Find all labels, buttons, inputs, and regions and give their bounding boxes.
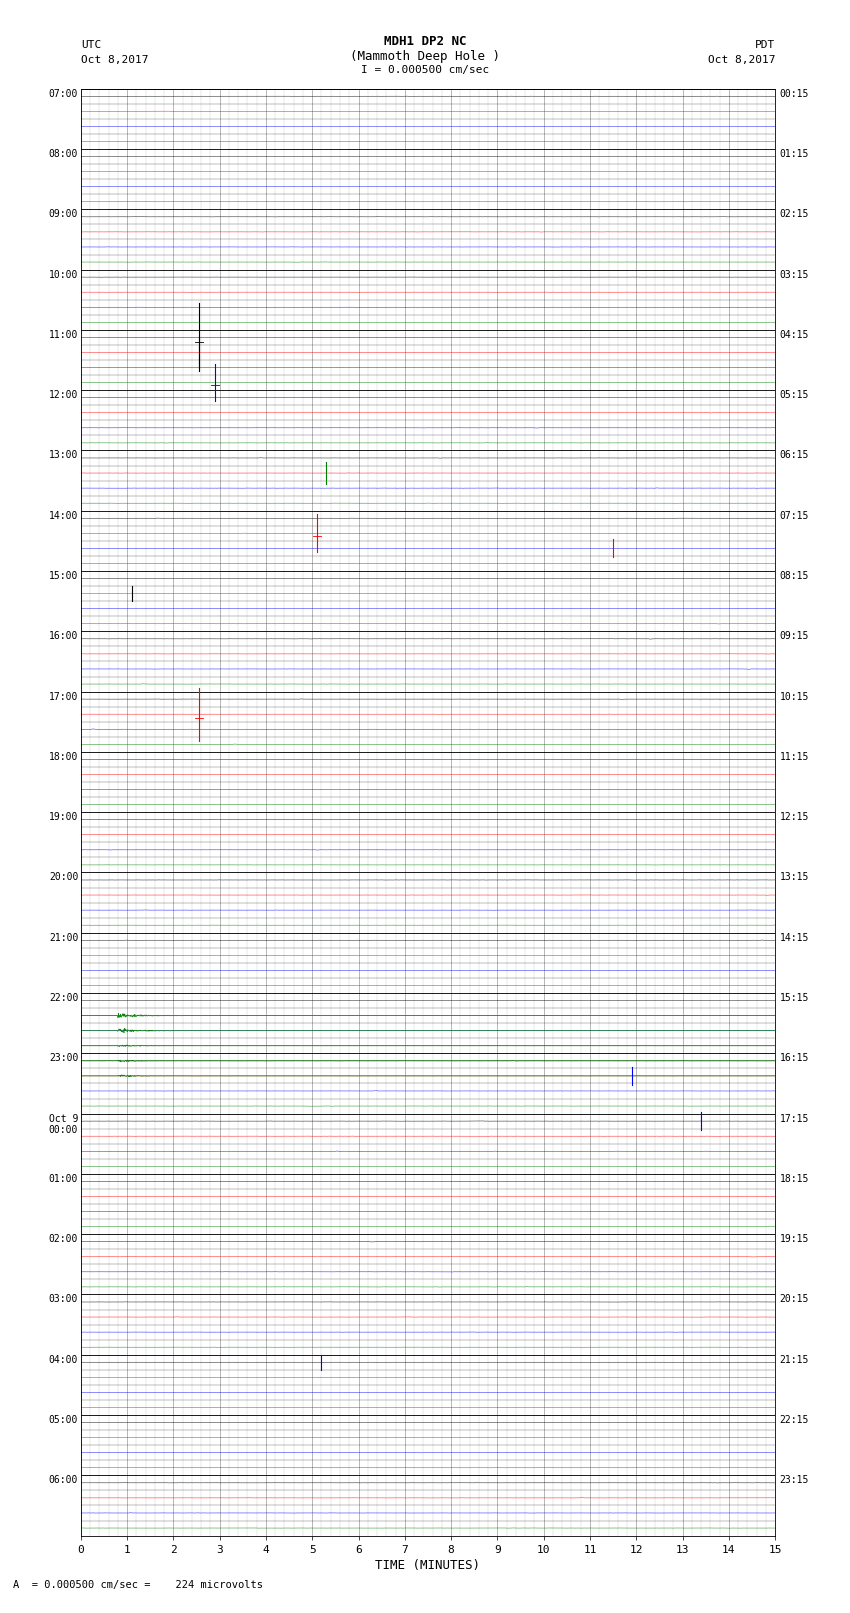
Text: I = 0.000500 cm/sec: I = 0.000500 cm/sec [361,65,489,74]
Text: 00:15: 00:15 [779,89,809,98]
Text: 22:15: 22:15 [779,1415,809,1424]
Text: 05:15: 05:15 [779,390,809,400]
Text: 02:00: 02:00 [48,1234,78,1244]
Text: 14:15: 14:15 [779,932,809,942]
Text: 16:00: 16:00 [48,631,78,642]
Text: 12:15: 12:15 [779,813,809,823]
Text: Oct 9
00:00: Oct 9 00:00 [48,1113,78,1136]
X-axis label: TIME (MINUTES): TIME (MINUTES) [376,1558,480,1571]
Text: 09:00: 09:00 [48,210,78,219]
Text: 10:00: 10:00 [48,269,78,279]
Text: 10:15: 10:15 [779,692,809,702]
Text: 08:15: 08:15 [779,571,809,581]
Text: 23:15: 23:15 [779,1476,809,1486]
Text: 01:00: 01:00 [48,1174,78,1184]
Text: 04:15: 04:15 [779,331,809,340]
Text: 11:15: 11:15 [779,752,809,761]
Text: (Mammoth Deep Hole ): (Mammoth Deep Hole ) [350,50,500,63]
Text: 14:00: 14:00 [48,511,78,521]
Text: 19:00: 19:00 [48,813,78,823]
Text: 18:15: 18:15 [779,1174,809,1184]
Text: 17:00: 17:00 [48,692,78,702]
Text: 08:00: 08:00 [48,148,78,160]
Text: UTC: UTC [81,40,101,50]
Text: PDT: PDT [755,40,775,50]
Text: 05:00: 05:00 [48,1415,78,1424]
Text: 11:00: 11:00 [48,331,78,340]
Text: 21:00: 21:00 [48,932,78,942]
Text: 15:00: 15:00 [48,571,78,581]
Text: 06:00: 06:00 [48,1476,78,1486]
Text: 22:00: 22:00 [48,994,78,1003]
Text: 06:15: 06:15 [779,450,809,460]
Text: 13:15: 13:15 [779,873,809,882]
Text: 18:00: 18:00 [48,752,78,761]
Text: 20:00: 20:00 [48,873,78,882]
Text: 15:15: 15:15 [779,994,809,1003]
Text: 17:15: 17:15 [779,1113,809,1124]
Text: Oct 8,2017: Oct 8,2017 [708,55,775,65]
Text: 03:15: 03:15 [779,269,809,279]
Text: 19:15: 19:15 [779,1234,809,1244]
Text: 02:15: 02:15 [779,210,809,219]
Text: 20:15: 20:15 [779,1294,809,1305]
Text: 21:15: 21:15 [779,1355,809,1365]
Text: 04:00: 04:00 [48,1355,78,1365]
Text: 16:15: 16:15 [779,1053,809,1063]
Text: 23:00: 23:00 [48,1053,78,1063]
Text: 01:15: 01:15 [779,148,809,160]
Text: 09:15: 09:15 [779,631,809,642]
Text: MDH1 DP2 NC: MDH1 DP2 NC [383,35,467,48]
Text: Oct 8,2017: Oct 8,2017 [81,55,148,65]
Text: 03:00: 03:00 [48,1294,78,1305]
Text: 07:15: 07:15 [779,511,809,521]
Text: 07:00: 07:00 [48,89,78,98]
Text: A  = 0.000500 cm/sec =    224 microvolts: A = 0.000500 cm/sec = 224 microvolts [13,1581,263,1590]
Text: 12:00: 12:00 [48,390,78,400]
Text: 13:00: 13:00 [48,450,78,460]
